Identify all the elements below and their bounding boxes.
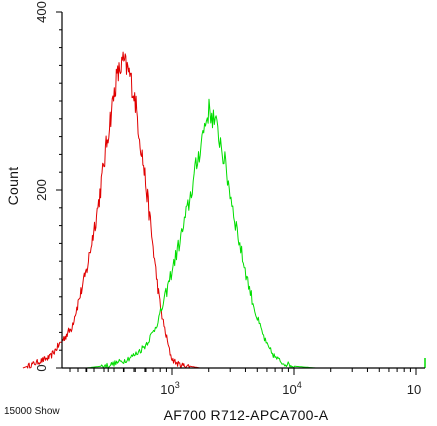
x-tick-exponent: 3	[175, 380, 180, 390]
y-tick-label: 400	[34, 1, 49, 23]
x-tick-base: 10	[160, 382, 174, 397]
footer-note: 15000 Show	[4, 406, 60, 417]
y-tick-label: 200	[34, 179, 49, 201]
plot-lines	[22, 51, 426, 369]
x-tick-label: 10	[407, 382, 421, 397]
x-axis-title: AF700 R712-APCA700-A	[164, 407, 329, 423]
x-tick-label: 104	[282, 380, 301, 397]
x-tick-exponent: 4	[297, 380, 302, 390]
x-tick-label: 103	[160, 380, 179, 397]
y-axis-title: Count	[5, 167, 21, 206]
x-tick-base: 10	[282, 382, 296, 397]
histogram-line-2	[86, 98, 316, 369]
x-tick-base: 10	[407, 382, 421, 397]
labels: AF700 R712-APCA700-A Count 15000 Show	[4, 167, 329, 423]
y-tick-label: 0	[34, 364, 49, 371]
histogram-line-1	[22, 51, 201, 369]
